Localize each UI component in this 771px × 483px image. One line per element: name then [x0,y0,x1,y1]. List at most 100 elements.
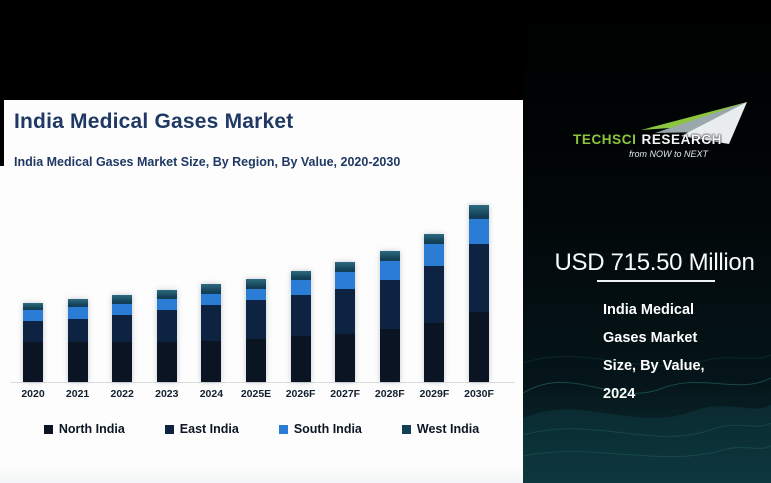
x-tick-2025E: 2025E [240,388,272,400]
x-tick-2020: 2020 [21,388,45,400]
segment-south-india [290,280,311,296]
logo-arrow-icon [641,102,747,144]
x-tick-2021: 2021 [65,388,90,400]
legend-swatch [401,424,411,434]
x-tick-2022: 2022 [110,388,134,400]
legend-label: West India [416,422,480,436]
bar-2025E [246,279,266,382]
segment-south-india [246,288,266,301]
segment-east-india [290,295,311,337]
segment-south-india [469,219,489,245]
segment-south-india [424,243,445,267]
caption-line: Size, By Value, [603,358,705,374]
bar-2021 [67,298,88,382]
bar-2026F [290,270,311,382]
segment-north-india [67,342,88,382]
legend-swatch [43,424,53,434]
segment-north-india [290,336,311,382]
segment-west-india [246,279,266,289]
logo-wordmark: TechSci Research [573,132,722,147]
segment-west-india [290,270,311,281]
stacked-bar-chart: 2020 2021 2022 2023 2024 2025E 2026F 2027F 2028F… [0,100,523,483]
segment-west-india [67,298,88,307]
value-underline [597,280,715,282]
segment-west-india [156,289,177,299]
bar-2028F [379,250,400,382]
x-tick-2030F: 2030F [464,388,494,400]
bar-2020 [23,302,43,382]
segment-south-india [67,306,88,319]
segment-east-india [67,318,88,342]
legend-item-south-india: South India [278,422,362,436]
logo-brand-secondary: Research [641,132,723,147]
legend-label: North India [58,422,125,436]
segment-west-india [379,250,400,261]
segment-west-india [424,233,445,244]
segment-north-india [424,322,445,382]
segment-north-india [246,338,266,382]
segment-west-india [201,284,222,294]
segment-west-india [335,262,356,272]
segment-south-india [201,293,222,306]
segment-north-india [335,333,356,382]
legend-label: East India [179,422,239,436]
chart-legend: North India East India South India West Ind… [0,422,523,436]
logo-tagline: from NOW to NEXT [628,149,708,159]
segment-south-india [379,260,400,281]
legend-swatch [164,424,174,434]
x-axis-line [10,382,515,383]
card-bottom-fade [0,467,523,483]
market-caption: India Medical Gases Market Size, By Valu… [603,296,753,408]
segment-north-india [201,341,222,382]
segment-south-india [112,303,133,316]
segment-east-india [379,280,400,329]
x-tick-2029F: 2029F [419,388,450,400]
bar-2030F [469,205,489,382]
bar-2027F [335,262,356,382]
bar-2023 [156,289,177,382]
legend-item-west-india: West India [401,422,480,436]
side-panel: TechSci Research from NOW to NEXT USD 715… [523,0,771,483]
x-tick-2027F: 2027F [330,388,361,400]
x-tick-2026F: 2026F [285,388,316,400]
segment-north-india [156,342,177,382]
page-title: India Medical Gases Market [14,110,294,133]
bar-2024 [201,284,222,382]
segment-south-india [335,271,356,289]
segment-south-india [23,309,43,321]
legend-item-north-india: North India [43,422,125,436]
segment-west-india [23,302,43,310]
x-tick-2024: 2024 [199,388,224,400]
segment-north-india [379,328,400,382]
segment-east-india [424,266,445,323]
legend-label: South India [293,422,362,436]
x-tick-2023: 2023 [155,388,179,400]
legend-swatch [278,424,288,434]
caption-line: Gases Market [603,330,698,346]
segment-west-india [469,205,489,220]
market-value-highlight: USD 715.50 Million [554,249,755,276]
segment-east-india [335,288,356,334]
segment-north-india [469,311,489,382]
chart-subtitle: India Medical Gases Market Size, By Regi… [14,155,401,169]
caption-line: 2024 [603,386,636,402]
segment-west-india [112,295,133,304]
segment-east-india [23,321,43,342]
chart-card: India Medical Gases Market India Medical… [0,100,523,483]
segment-north-india [112,342,133,382]
techsci-logo: TechSci Research from NOW to NEXT [523,100,771,162]
segment-east-india [156,310,177,342]
bar-2022 [112,295,133,382]
segment-east-india [112,315,133,342]
segment-east-india [469,244,489,312]
x-tick-2028F: 2028F [374,388,405,400]
segment-east-india [201,305,222,341]
bar-2029F [424,233,445,382]
legend-item-east-india: East India [164,422,239,436]
logo-brand-primary: TechSci [573,132,637,147]
segment-north-india [23,342,43,382]
left-edge-shadow [0,100,4,166]
segment-south-india [156,298,177,311]
caption-line: India Medical [603,302,695,318]
